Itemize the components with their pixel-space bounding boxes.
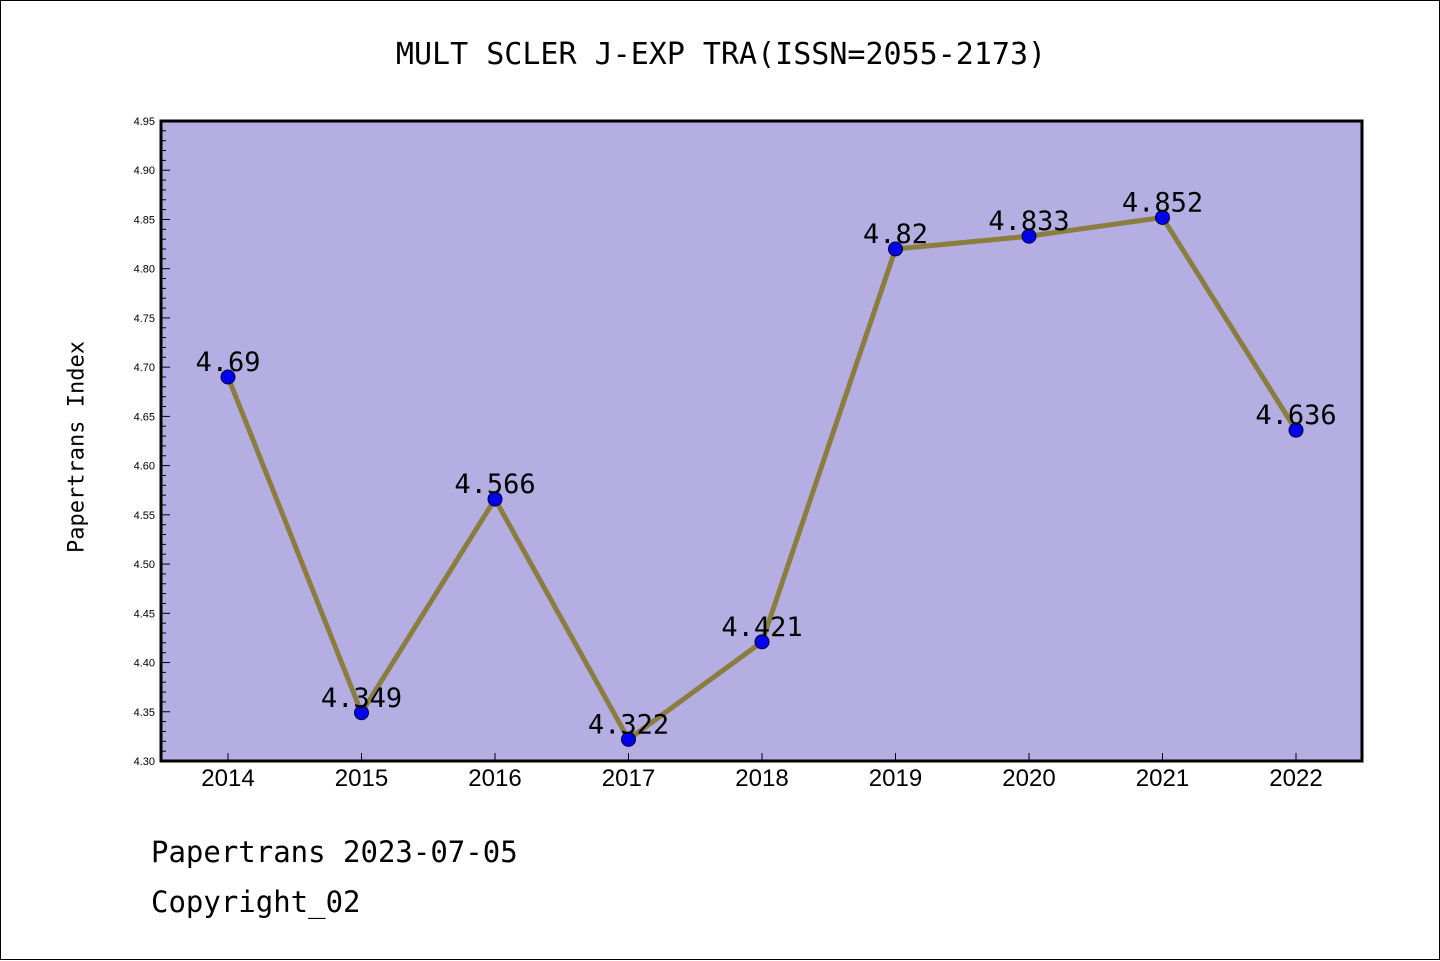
data-point [220,369,236,385]
data-point [888,241,903,257]
y-tick-label: 4.65 [134,411,155,423]
data-point [1155,209,1170,225]
y-tick-label: 4.80 [134,264,155,276]
y-tick-label: 4.30 [134,756,155,768]
data-point [1288,422,1304,438]
y-tick-label: 4.90 [134,165,155,177]
data-point [354,705,369,721]
x-tick-label: 2021 [1136,765,1189,792]
x-tick-label: 2018 [735,765,788,792]
footer-date: Papertrans 2023-07-05 [151,835,518,869]
data-label: 4.69 [195,347,260,378]
data-label: 4.322 [588,709,669,740]
y-tick-label: 4.85 [134,214,155,226]
x-tick-label: 2017 [602,765,655,792]
data-label: 4.833 [988,206,1069,237]
data-label: 4.349 [321,683,402,714]
data-label: 4.82 [863,219,928,250]
y-tick-label: 4.75 [134,313,155,325]
x-tick-label: 2014 [201,765,254,792]
data-label: 4.636 [1255,400,1336,431]
data-point [754,634,770,650]
y-tick-label: 4.55 [134,510,155,522]
x-tick-label: 2015 [335,765,388,792]
chart-title: MULT SCLER J-EXP TRA(ISSN=2055-2173) [395,37,1047,72]
data-point [487,491,503,507]
y-tick-label: 4.45 [134,608,155,620]
data-label: 4.852 [1122,187,1203,218]
x-tick-label: 2016 [468,765,521,792]
plot-area [161,121,1362,761]
y-tick-label: 4.50 [134,559,155,571]
y-tick-label: 4.60 [134,461,155,473]
y-tick-label: 4.95 [134,116,155,128]
data-point [621,731,636,747]
plot-border [159,119,1364,763]
footer-copyright: Copyright_02 [151,885,361,919]
y-tick-label: 4.70 [134,362,155,374]
x-tick-label: 2019 [869,765,922,792]
y-tick-label: 4.40 [134,658,155,670]
data-point [1021,228,1037,244]
data-label: 4.421 [721,612,802,643]
data-label: 4.566 [454,469,535,500]
x-tick-label: 2020 [1002,765,1055,792]
y-tick-label: 4.35 [134,707,155,719]
x-tick-label: 2022 [1269,765,1322,792]
